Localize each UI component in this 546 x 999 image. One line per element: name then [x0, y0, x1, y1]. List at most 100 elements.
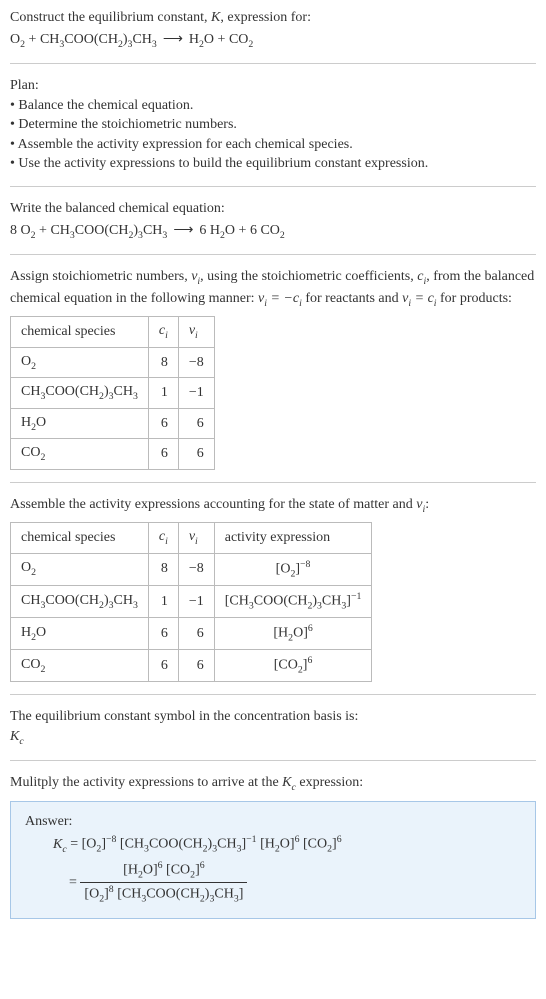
cell-ci: 6 [148, 439, 178, 470]
intro-K: K [211, 10, 220, 25]
c-i: ci [417, 269, 426, 284]
divider [10, 254, 536, 255]
species-o2: O2 [21, 223, 36, 238]
cell-species: H2O [11, 617, 149, 649]
intro-reaction: O2 + CH3COO(CH2)3CH3⟶H2O + CO2 [10, 30, 536, 52]
cell-species: O2 [11, 553, 149, 585]
kc-symbol: Kc [10, 727, 536, 749]
reaction-arrow: ⟶ [167, 223, 199, 238]
species-o2: O2 [10, 32, 25, 47]
coeff: 8 [10, 223, 21, 238]
cell-ci: 6 [148, 617, 178, 649]
answer-line2: = [H2O]6 [CO2]6 [O2]8 [CH3COO(CH2)3CH3] [25, 859, 521, 906]
cell-ci: 1 [148, 585, 178, 617]
intro-block: Construct the equilibrium constant, K, e… [10, 8, 536, 51]
col-ci: ci [148, 523, 178, 554]
species-h2o: H2O [189, 32, 214, 47]
stoich-table: chemical species ci νi O2 8 −8 CH3COO(CH… [10, 316, 215, 470]
plus: + [214, 32, 229, 47]
cell-nui: 6 [178, 617, 214, 649]
species-ester: CH3COO(CH2)3CH3 [40, 32, 157, 47]
balanced-reaction: 8 O2 + CH3COO(CH2)3CH3⟶6 H2O + 6 CO2 [10, 221, 536, 243]
col-nui: νi [178, 317, 214, 348]
fraction-numerator: [H2O]6 [CO2]6 [80, 859, 247, 882]
plan-block: Plan: • Balance the chemical equation. •… [10, 76, 536, 174]
col-activity: activity expression [214, 523, 372, 554]
coeff: 6 [250, 223, 261, 238]
multiply-text: expression: [296, 775, 363, 790]
nu-i: νi [191, 269, 200, 284]
species-co2: CO2 [229, 32, 253, 47]
assign-text: for reactants and [302, 291, 402, 306]
cell-species: H2O [11, 408, 149, 439]
balanced-heading: Write the balanced chemical equation: [10, 199, 536, 219]
table-header-row: chemical species ci νi [11, 317, 215, 348]
balanced-block: Write the balanced chemical equation: 8 … [10, 199, 536, 242]
table-row: O2 8 −8 [11, 347, 215, 378]
assign-text: , using the stoichiometric coefficients, [200, 269, 417, 284]
cell-activity: [CO2]6 [214, 650, 372, 682]
cell-species: CH3COO(CH2)3CH3 [11, 585, 149, 617]
divider [10, 63, 536, 64]
table-header-row: chemical species ci νi activity expressi… [11, 523, 372, 554]
cell-nui: −8 [178, 553, 214, 585]
plan-item: • Balance the chemical equation. [10, 96, 536, 116]
col-species: chemical species [11, 317, 149, 348]
cell-nui: −1 [178, 378, 214, 409]
divider [10, 760, 536, 761]
assign-text: Assign stoichiometric numbers, [10, 269, 191, 284]
cell-species: CO2 [11, 439, 149, 470]
table-row: CH3COO(CH2)3CH3 1 −1 [11, 378, 215, 409]
cell-species: CO2 [11, 650, 149, 682]
cell-ci: 8 [148, 347, 178, 378]
eq-reactants: νi = −ci [258, 291, 302, 306]
table-row: H2O 6 6 [H2O]6 [11, 617, 372, 649]
answer-label: Answer: [25, 812, 521, 832]
cell-ci: 1 [148, 378, 178, 409]
cell-nui: 6 [178, 408, 214, 439]
fraction-denominator: [O2]8 [CH3COO(CH2)3CH3] [80, 882, 247, 906]
table-row: O2 8 −8 [O2]−8 [11, 553, 372, 585]
plan-item: • Use the activity expressions to build … [10, 154, 536, 174]
cell-ci: 8 [148, 553, 178, 585]
assemble-text: Assemble the activity expressions accoun… [10, 497, 416, 512]
col-ci: ci [148, 317, 178, 348]
answer-box: Answer: Kc = [O2]−8 [CH3COO(CH2)3CH3]−1 … [10, 801, 536, 919]
cell-species: O2 [11, 347, 149, 378]
plan-heading: Plan: [10, 76, 536, 96]
cell-activity: [CH3COO(CH2)3CH3]−1 [214, 585, 372, 617]
divider [10, 482, 536, 483]
plus: + [36, 223, 51, 238]
table-row: CO2 6 6 [CO2]6 [11, 650, 372, 682]
cell-nui: −8 [178, 347, 214, 378]
multiply-text: Mulitply the activity expressions to arr… [10, 775, 282, 790]
cell-nui: −1 [178, 585, 214, 617]
table-row: CO2 6 6 [11, 439, 215, 470]
table-row: CH3COO(CH2)3CH3 1 −1 [CH3COO(CH2)3CH3]−1 [11, 585, 372, 617]
plan-item: • Determine the stoichiometric numbers. [10, 115, 536, 135]
plus: + [235, 223, 250, 238]
reaction-arrow: ⟶ [157, 32, 189, 47]
plan-item: • Assemble the activity expression for e… [10, 135, 536, 155]
assign-block: Assign stoichiometric numbers, νi, using… [10, 267, 536, 470]
cell-species: CH3COO(CH2)3CH3 [11, 378, 149, 409]
assemble-text: : [425, 497, 429, 512]
nu-i: νi [416, 497, 425, 512]
species-h2o: H2O [210, 223, 235, 238]
assemble-block: Assemble the activity expressions accoun… [10, 495, 536, 683]
cell-activity: [H2O]6 [214, 617, 372, 649]
assign-text: for products: [437, 291, 512, 306]
intro-text-pre: Construct the equilibrium constant, [10, 10, 211, 25]
symbol-text: The equilibrium constant symbol in the c… [10, 707, 536, 727]
species-ester: CH3COO(CH2)3CH3 [50, 223, 167, 238]
answer-line1: Kc = [O2]−8 [CH3COO(CH2)3CH3]−1 [H2O]6 [… [25, 833, 521, 856]
fraction: [H2O]6 [CO2]6 [O2]8 [CH3COO(CH2)3CH3] [80, 859, 247, 906]
col-species: chemical species [11, 523, 149, 554]
cell-nui: 6 [178, 439, 214, 470]
plus: + [25, 32, 40, 47]
intro-text-post: , expression for: [220, 10, 311, 25]
cell-activity: [O2]−8 [214, 553, 372, 585]
kc-symbol: Kc [282, 775, 296, 790]
multiply-block: Mulitply the activity expressions to arr… [10, 773, 536, 795]
divider [10, 694, 536, 695]
